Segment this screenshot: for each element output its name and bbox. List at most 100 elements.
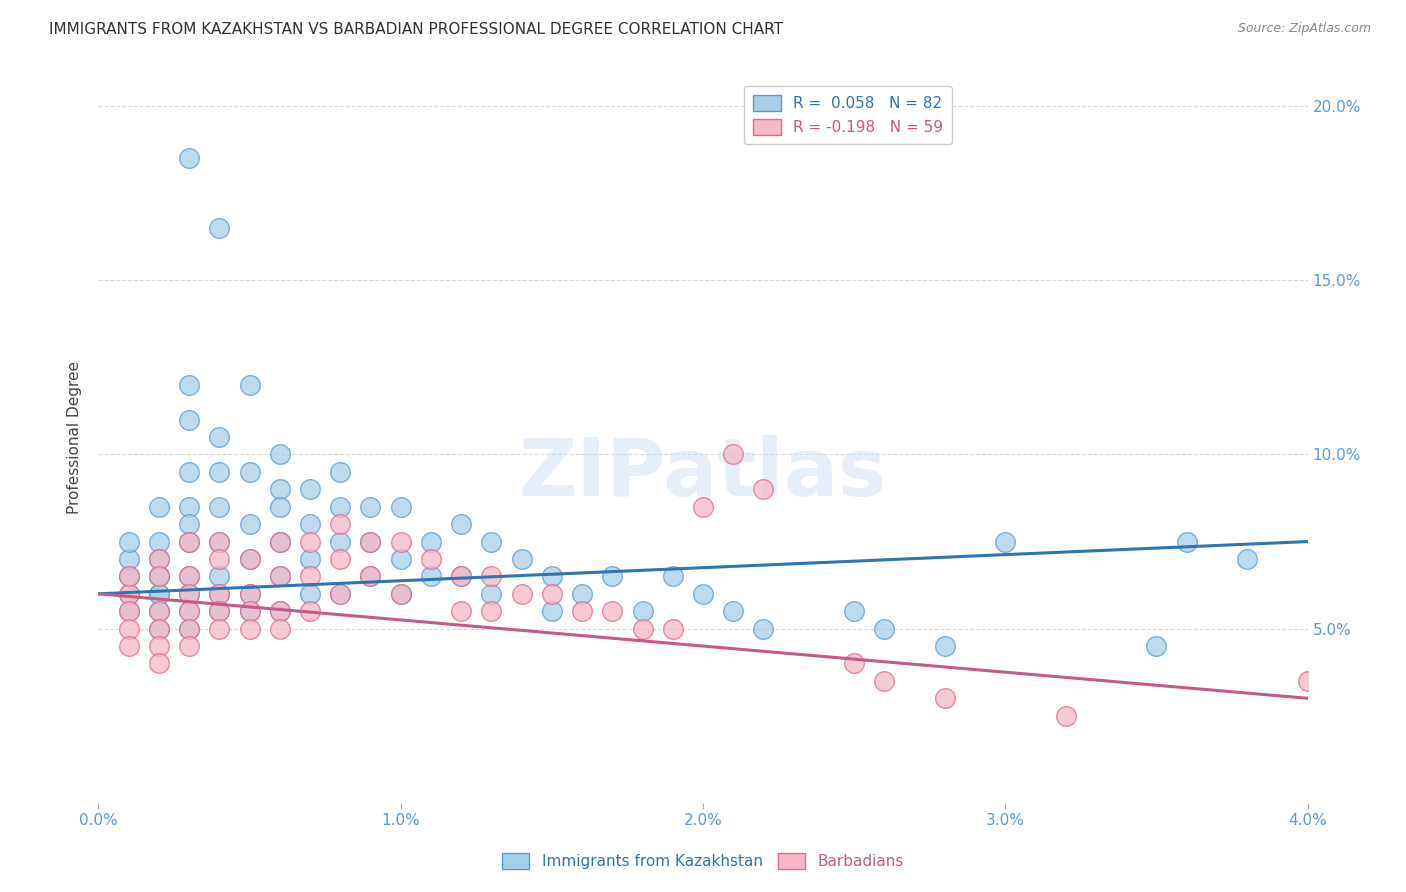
Point bbox=[481, 604, 503, 618]
Point bbox=[389, 534, 412, 549]
Point bbox=[571, 604, 593, 618]
Point bbox=[450, 517, 472, 532]
Point bbox=[994, 534, 1017, 549]
Point bbox=[239, 552, 262, 566]
Point bbox=[540, 587, 562, 601]
Point bbox=[118, 622, 141, 636]
Point bbox=[269, 569, 291, 583]
Point bbox=[481, 534, 503, 549]
Point bbox=[269, 448, 291, 462]
Point bbox=[389, 587, 412, 601]
Point bbox=[179, 604, 201, 618]
Point bbox=[299, 604, 322, 618]
Point bbox=[329, 552, 352, 566]
Point bbox=[148, 622, 170, 636]
Point bbox=[1175, 534, 1198, 549]
Point bbox=[510, 587, 533, 601]
Point bbox=[179, 412, 201, 426]
Point bbox=[510, 552, 533, 566]
Point bbox=[420, 534, 443, 549]
Point bbox=[208, 587, 231, 601]
Point bbox=[329, 587, 352, 601]
Point bbox=[208, 569, 231, 583]
Point bbox=[269, 604, 291, 618]
Point bbox=[269, 534, 291, 549]
Point bbox=[179, 377, 201, 392]
Point bbox=[571, 587, 593, 601]
Point bbox=[118, 534, 141, 549]
Point bbox=[450, 604, 472, 618]
Point bbox=[299, 483, 322, 497]
Legend: R =  0.058   N = 82, R = -0.198   N = 59: R = 0.058 N = 82, R = -0.198 N = 59 bbox=[744, 87, 952, 145]
Point bbox=[118, 604, 141, 618]
Point bbox=[299, 534, 322, 549]
Point bbox=[118, 587, 141, 601]
Text: IMMIGRANTS FROM KAZAKHSTAN VS BARBADIAN PROFESSIONAL DEGREE CORRELATION CHART: IMMIGRANTS FROM KAZAKHSTAN VS BARBADIAN … bbox=[49, 22, 783, 37]
Point bbox=[208, 465, 231, 479]
Point bbox=[239, 517, 262, 532]
Point bbox=[481, 569, 503, 583]
Point bbox=[148, 622, 170, 636]
Point bbox=[179, 587, 201, 601]
Point bbox=[118, 569, 141, 583]
Point bbox=[420, 569, 443, 583]
Point bbox=[329, 534, 352, 549]
Point bbox=[179, 587, 201, 601]
Point bbox=[450, 569, 472, 583]
Point bbox=[844, 604, 866, 618]
Point bbox=[269, 483, 291, 497]
Point bbox=[723, 448, 745, 462]
Point bbox=[329, 587, 352, 601]
Point bbox=[148, 552, 170, 566]
Text: Source: ZipAtlas.com: Source: ZipAtlas.com bbox=[1237, 22, 1371, 36]
Point bbox=[208, 430, 231, 444]
Point bbox=[389, 552, 412, 566]
Point bbox=[481, 587, 503, 601]
Point bbox=[934, 691, 956, 706]
Point bbox=[179, 465, 201, 479]
Point bbox=[420, 552, 443, 566]
Point bbox=[118, 587, 141, 601]
Point bbox=[692, 500, 714, 514]
Point bbox=[179, 622, 201, 636]
Point bbox=[1054, 708, 1077, 723]
Point bbox=[148, 552, 170, 566]
Point bbox=[208, 552, 231, 566]
Point bbox=[179, 622, 201, 636]
Point bbox=[239, 604, 262, 618]
Point bbox=[299, 517, 322, 532]
Point bbox=[148, 569, 170, 583]
Point bbox=[450, 569, 472, 583]
Point bbox=[148, 604, 170, 618]
Point bbox=[1236, 552, 1258, 566]
Point bbox=[602, 604, 624, 618]
Point bbox=[148, 657, 170, 671]
Point bbox=[179, 604, 201, 618]
Point bbox=[329, 500, 352, 514]
Point bbox=[873, 673, 896, 688]
Point bbox=[208, 534, 231, 549]
Point bbox=[179, 639, 201, 653]
Point bbox=[179, 569, 201, 583]
Point bbox=[208, 534, 231, 549]
Point bbox=[360, 569, 382, 583]
Point bbox=[540, 569, 562, 583]
Legend: Immigrants from Kazakhstan, Barbadians: Immigrants from Kazakhstan, Barbadians bbox=[496, 847, 910, 875]
Point bbox=[239, 587, 262, 601]
Point bbox=[148, 569, 170, 583]
Point bbox=[148, 534, 170, 549]
Point bbox=[269, 604, 291, 618]
Point bbox=[118, 569, 141, 583]
Point bbox=[360, 534, 382, 549]
Point bbox=[269, 622, 291, 636]
Point bbox=[118, 552, 141, 566]
Point bbox=[208, 604, 231, 618]
Point bbox=[148, 604, 170, 618]
Point bbox=[148, 587, 170, 601]
Point bbox=[540, 604, 562, 618]
Point bbox=[239, 465, 262, 479]
Point bbox=[148, 500, 170, 514]
Point bbox=[360, 569, 382, 583]
Point bbox=[360, 534, 382, 549]
Point bbox=[179, 569, 201, 583]
